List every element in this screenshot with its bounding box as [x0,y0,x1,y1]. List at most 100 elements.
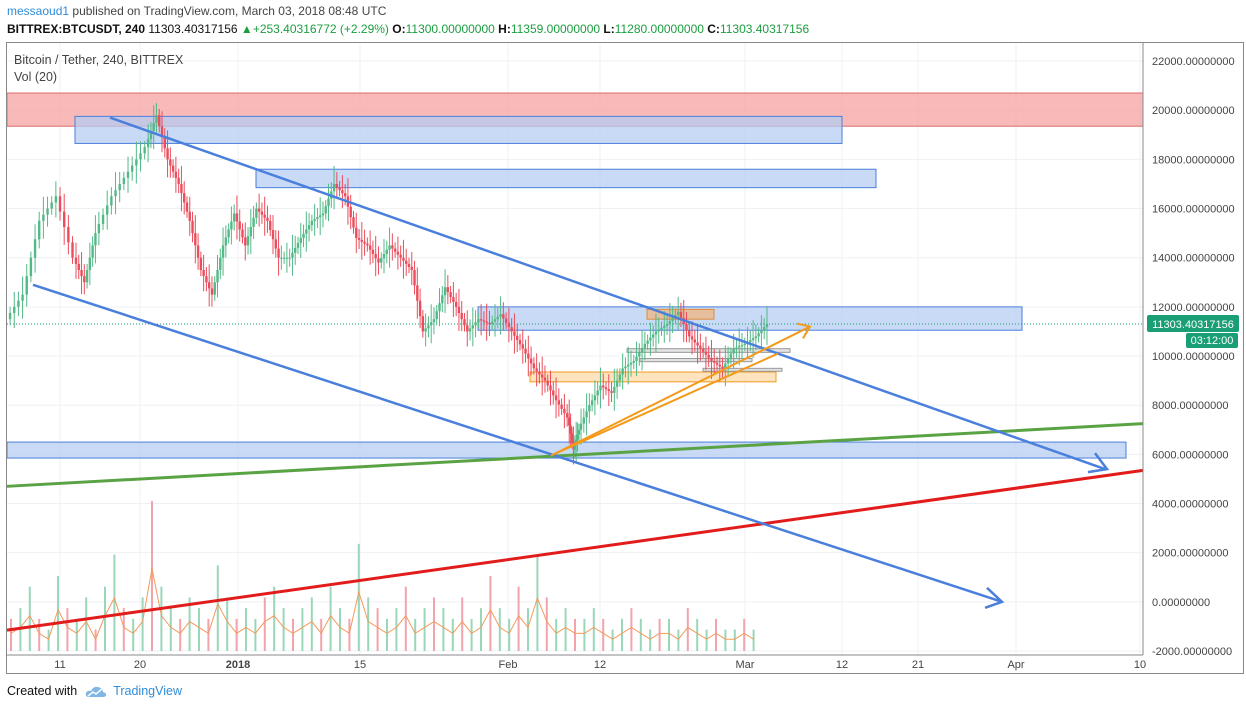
candle-body [338,187,341,191]
candle-body [177,177,180,184]
candle-body [13,306,16,314]
volume-bar [658,618,661,651]
candle-body [513,331,516,336]
low-label: L: [603,22,615,36]
candle-body [729,353,733,359]
x-tick-label: 11 [54,659,65,671]
candle-body [33,239,37,258]
volume-bar [555,618,558,651]
candle-body [241,229,244,238]
candle-body [557,400,561,405]
volume-bar [28,586,31,651]
x-tick-label: 21 [912,659,924,671]
candle-body [224,237,228,246]
candle-body [71,242,74,258]
volume-bar [47,629,50,651]
candle-body [713,360,716,363]
candle-body [50,202,53,209]
candle-body [485,321,488,323]
volume-bar [423,608,426,651]
candle-body [106,205,109,215]
candle-body [424,328,427,332]
volume-bar [414,618,417,651]
candle-body [535,368,538,372]
volume-bar [733,629,736,651]
volume-bar [611,629,614,651]
candle-body [38,220,41,240]
candle-body [285,257,289,259]
candle-body [327,198,330,207]
candle-body [546,380,549,386]
candle-body [288,257,291,259]
candle-body [507,322,511,328]
publisher-link[interactable]: messaoud1 [7,4,70,18]
candle-body [549,385,552,391]
change-value: +253.40316772 (+2.29%) [252,22,389,36]
candle-body [596,390,599,396]
high-value: 11359.00000000 [510,22,601,36]
candle-body [271,230,275,240]
orange-zone-lower [529,371,777,383]
candle-body [427,325,430,329]
candle-body [230,221,233,230]
candle-body [393,248,397,252]
candle-body [85,270,89,283]
candle-body [388,245,391,250]
candle-body [355,227,358,239]
candle-body [257,208,261,212]
volume-bar [395,608,398,651]
candle-body [232,213,236,222]
legend-volume: Vol (20) [14,70,58,84]
volume-bar [564,608,567,651]
candle-body [21,294,24,301]
low-value: 11280.00000000 [614,22,704,36]
volume-bar [592,608,595,651]
candle-body [732,348,735,354]
high-label: H: [498,22,511,36]
candle-body [188,211,191,221]
candle-body [139,153,142,160]
candle-body [613,386,616,393]
candle-body [610,391,613,393]
candle-body [169,159,172,166]
candle-body [443,287,447,296]
candle-body [83,276,86,283]
volume-bar [292,618,294,651]
volume-bar [310,597,313,651]
candle-body [543,377,547,381]
candle-body [316,217,319,220]
candle-body [158,115,161,127]
volume-bar [508,618,511,651]
candle-body [482,320,486,322]
volume-bar [470,618,473,651]
tradingview-link[interactable]: TradingView [113,684,182,698]
candle-body [305,229,308,234]
y-tick-label: 18000.00000000 [1152,154,1235,166]
candle-body [321,213,325,216]
candle-body [332,183,336,192]
base-trend-line-red [6,468,1144,632]
open-value: 11300.00000000 [405,22,495,36]
candle-body [291,252,294,258]
candle-body [368,245,372,250]
volume-bar [75,618,78,651]
candle-body [191,220,194,234]
candle-body [313,219,316,221]
candle-body [149,131,153,140]
volume-bar [339,608,341,651]
candle-body [635,356,638,361]
candle-body [751,338,755,341]
volume-bar [226,597,229,651]
candle-body [143,147,146,154]
candle-body [418,300,422,317]
candle-body [80,270,83,277]
volume-bar [151,501,153,651]
candle-body [396,251,400,255]
candle-body [213,282,216,295]
candle-body [479,319,483,321]
candle-body [471,325,475,329]
x-tick-label: Mar [736,659,755,671]
footer: Created with TradingView [7,684,182,698]
volume-ma-line [10,568,754,641]
